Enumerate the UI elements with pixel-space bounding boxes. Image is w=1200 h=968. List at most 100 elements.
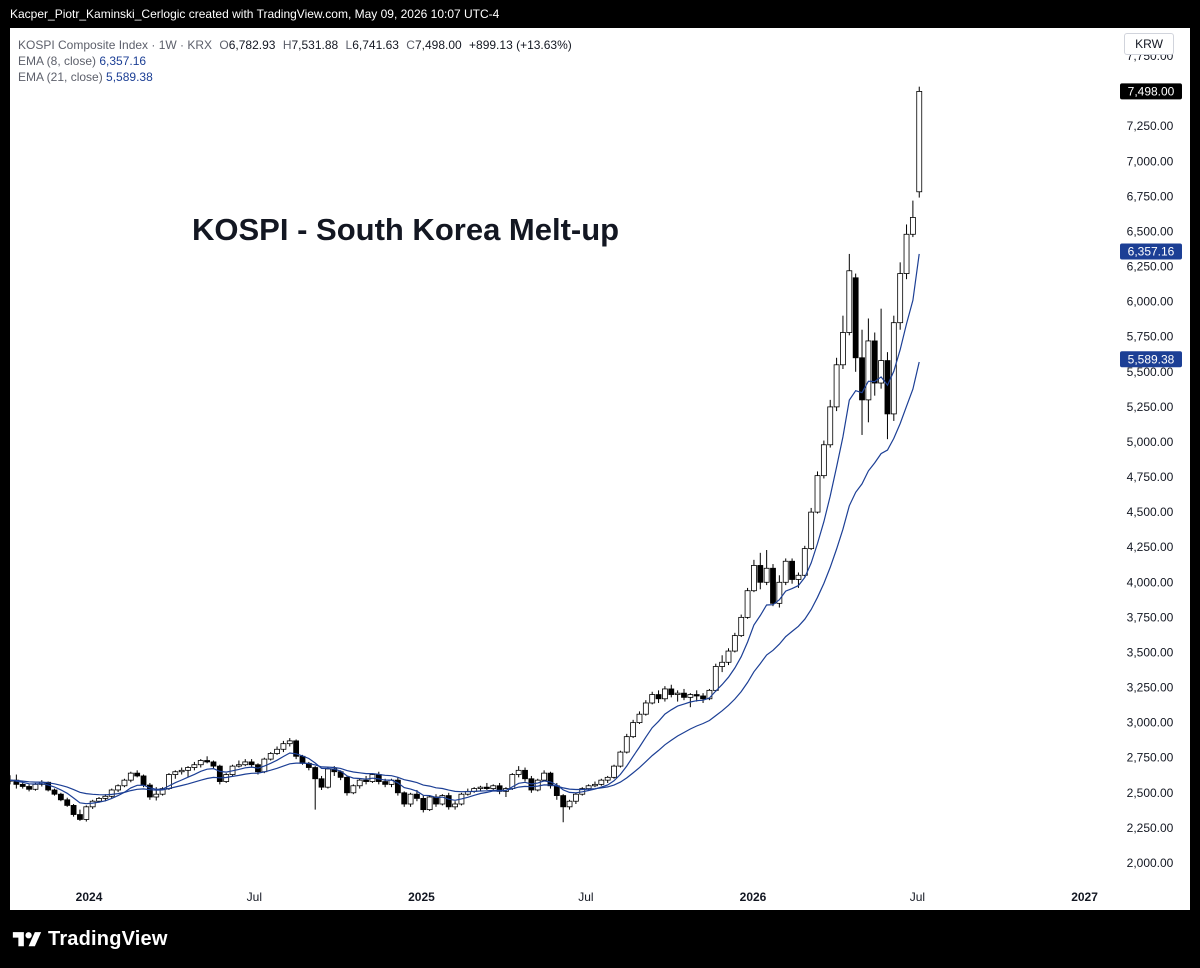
candle-body xyxy=(280,743,287,750)
candle-body xyxy=(172,771,179,775)
candle-body xyxy=(592,783,598,787)
candle-body xyxy=(96,798,102,802)
candle xyxy=(560,794,567,823)
price-label-text: 6,357.16 xyxy=(1128,245,1175,259)
candle xyxy=(248,759,255,768)
tradingview-logo-text: TradingView xyxy=(48,928,168,950)
candle xyxy=(566,799,573,810)
candle-body xyxy=(572,793,579,802)
candle-body xyxy=(490,785,497,789)
candle xyxy=(751,559,757,593)
candle xyxy=(127,771,134,783)
legend-ema21-value: 5,589.38 xyxy=(106,70,153,84)
tradingview-logo[interactable]: TradingView xyxy=(12,928,168,951)
candle xyxy=(630,719,637,739)
candle xyxy=(598,778,605,786)
candle-body xyxy=(515,769,522,775)
candle-body xyxy=(216,765,223,782)
candle xyxy=(776,575,783,608)
candle-body xyxy=(115,785,121,791)
candle xyxy=(763,550,770,586)
chart-legend: KOSPI Composite Index · 1W · KRX O6,782.… xyxy=(18,37,572,85)
y-tick-label: 5,000.00 xyxy=(1127,435,1174,449)
candle xyxy=(146,782,153,800)
y-tick-label: 7,250.00 xyxy=(1127,119,1174,133)
candle-body xyxy=(553,785,560,796)
candle-body xyxy=(375,774,382,782)
candle-body xyxy=(611,765,617,778)
candle xyxy=(522,767,528,782)
ema-8-line xyxy=(10,253,920,805)
y-tick-label: 5,250.00 xyxy=(1127,400,1174,414)
candle xyxy=(782,558,789,586)
candle-body xyxy=(445,795,452,808)
candle xyxy=(26,784,32,792)
candle-body xyxy=(751,565,757,592)
candle xyxy=(712,663,719,692)
price-label-last: 7,498.00 xyxy=(1120,83,1182,100)
candle-body xyxy=(57,793,64,801)
candle xyxy=(649,691,656,705)
y-tick-label: 2,500.00 xyxy=(1127,786,1174,800)
candle xyxy=(325,767,331,789)
candle xyxy=(687,693,694,708)
y-tick-label: 3,500.00 xyxy=(1127,645,1174,659)
y-tick-label: 5,750.00 xyxy=(1127,330,1174,344)
candle-body xyxy=(19,783,26,787)
candle-body xyxy=(833,364,840,408)
candle-body xyxy=(64,799,71,806)
candle xyxy=(623,733,630,754)
candle-body xyxy=(70,805,77,815)
candle xyxy=(204,756,211,764)
candle-body xyxy=(153,793,160,798)
candle xyxy=(280,740,287,753)
x-tick-label: Jul xyxy=(247,890,262,904)
y-tick-label: 4,250.00 xyxy=(1127,540,1174,554)
candle-body xyxy=(299,755,306,764)
candle xyxy=(534,778,541,792)
candle-body xyxy=(248,761,255,766)
y-tick-label: 6,500.00 xyxy=(1127,224,1174,238)
candle-body xyxy=(649,694,656,704)
candle-body xyxy=(916,91,923,193)
price-label-bg xyxy=(1120,83,1182,100)
candle-body xyxy=(350,785,357,794)
candle-body xyxy=(83,806,90,820)
candle-body xyxy=(814,475,821,513)
candle xyxy=(407,792,414,807)
currency-button[interactable]: KRW xyxy=(1124,33,1174,55)
candle xyxy=(210,760,217,769)
candle-body xyxy=(26,786,32,790)
y-tick-label: 3,750.00 xyxy=(1127,610,1174,624)
candle-body xyxy=(204,760,211,763)
candle-body xyxy=(344,776,350,794)
candle-body xyxy=(560,795,567,808)
candle-body xyxy=(636,713,643,724)
ema-21-line xyxy=(10,361,920,796)
candle-body xyxy=(274,748,280,754)
candle-body xyxy=(382,781,389,785)
candle xyxy=(344,775,350,796)
y-tick-label: 2,250.00 xyxy=(1127,821,1174,835)
candle-body xyxy=(191,764,198,768)
candle xyxy=(890,315,897,421)
candle xyxy=(814,471,821,514)
candle-body xyxy=(547,772,554,787)
candle-body xyxy=(102,795,109,799)
candle-body xyxy=(687,694,694,698)
y-tick-label: 6,250.00 xyxy=(1127,260,1174,274)
candle-body xyxy=(477,786,484,789)
candle-body xyxy=(541,772,548,781)
candle xyxy=(897,262,904,330)
price-label-bg xyxy=(1120,351,1182,368)
candle xyxy=(833,357,840,412)
candle xyxy=(840,315,846,369)
candle-body xyxy=(846,270,853,333)
candle xyxy=(483,782,490,790)
candle xyxy=(744,587,751,619)
candle-body xyxy=(630,722,637,738)
candle xyxy=(617,750,624,768)
candle xyxy=(700,693,706,703)
candle-body xyxy=(51,789,58,795)
candle-body xyxy=(483,786,490,789)
